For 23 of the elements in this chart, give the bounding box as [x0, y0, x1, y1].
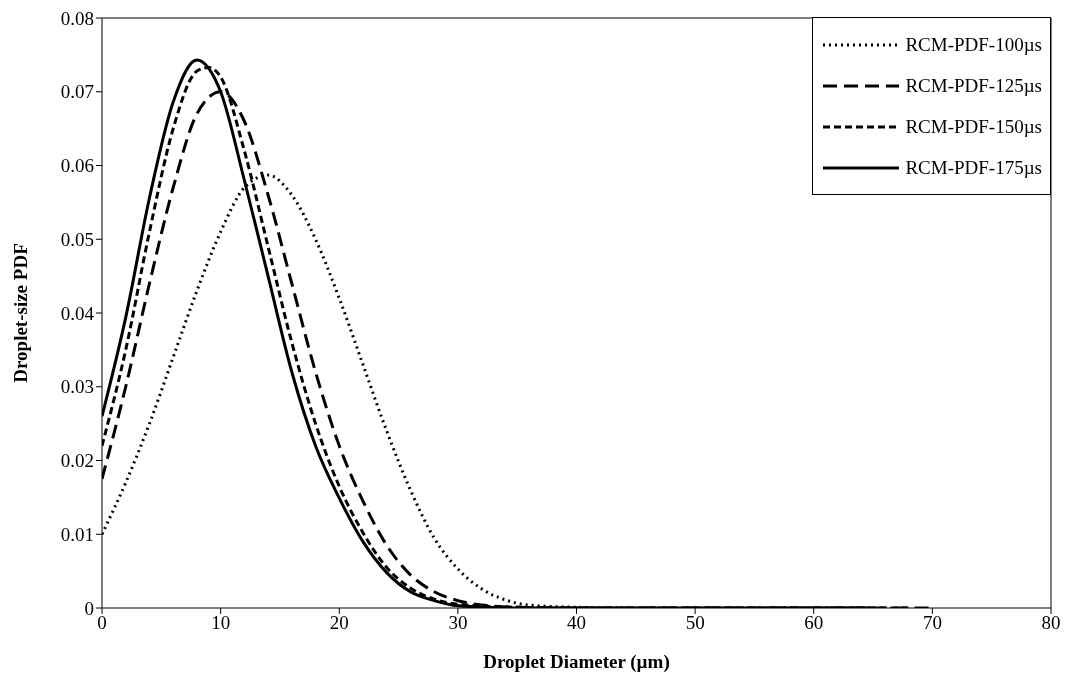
- x-tick-label: 60: [804, 612, 824, 634]
- y-tick-label: 0.04: [60, 302, 95, 324]
- y-tick-label: 0.03: [60, 376, 94, 398]
- y-tick-label: 0.01: [60, 523, 94, 545]
- y-tick-label: 0.06: [60, 155, 94, 177]
- x-axis-title: Droplet Diameter (µm): [483, 651, 670, 673]
- y-tick-label: 0.05: [60, 228, 94, 250]
- x-tick-label: 30: [448, 612, 468, 634]
- y-tick-label: 0.02: [60, 450, 94, 472]
- x-tick-label: 40: [567, 612, 586, 634]
- x-tick-label: 80: [1041, 612, 1061, 634]
- y-tick-label: 0.07: [60, 81, 94, 103]
- legend-label: RCM-PDF-100µs: [905, 33, 1042, 56]
- legend-label: RCM-PDF-175µs: [905, 156, 1042, 179]
- x-tick-label: 10: [211, 612, 231, 634]
- x-tick-label: 70: [922, 612, 942, 634]
- x-tick-label: 50: [685, 612, 705, 634]
- legend-label: RCM-PDF-125µs: [905, 74, 1042, 97]
- y-tick-label: 0.08: [60, 7, 94, 29]
- y-tick-label: 0: [84, 597, 94, 619]
- legend-label: RCM-PDF-150µs: [905, 115, 1042, 138]
- y-axis-title: Droplet-size PDF: [9, 243, 31, 383]
- x-tick-label: 20: [329, 612, 349, 634]
